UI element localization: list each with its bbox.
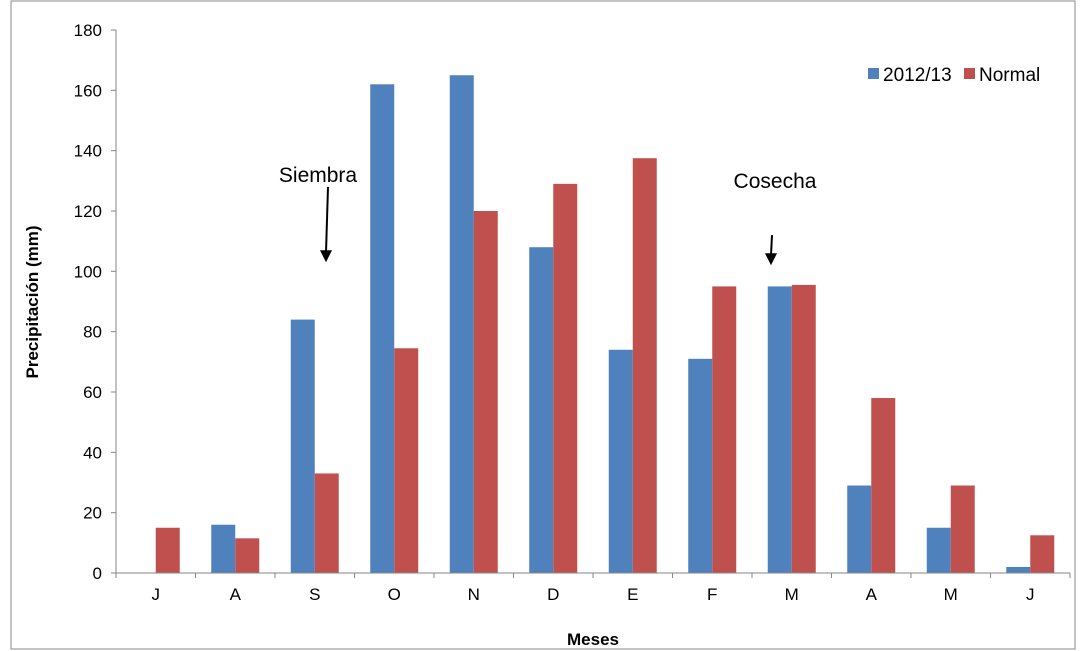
bar-series2 [712,286,737,573]
bar-series2 [632,158,657,574]
bar-series2 [871,398,896,573]
bar-series2 [553,183,578,573]
annotation-label: Cosecha [734,170,817,193]
y-tick-label: 60 [83,383,102,402]
annotation-label: Siembra [279,164,358,187]
bar-series1 [926,527,951,573]
bar-series1 [211,524,236,573]
bar-series2 [1030,535,1055,573]
annotations: Siembra Cosecha [279,164,817,266]
annotation-arrow-shaft [770,235,773,256]
bar-series2 [235,538,260,573]
bars-group [155,75,1055,574]
bar-series1 [847,485,872,573]
x-tick-label: A [230,585,242,604]
x-tick-label: D [547,585,559,604]
bar-series1 [1006,566,1031,573]
bar-series2 [950,485,975,573]
annotation-arrow-shaft [325,186,329,253]
x-tick-label: J [152,585,161,604]
legend-swatch [868,68,879,79]
legend-label: 2012/13 [883,65,952,86]
bar-series2 [394,348,419,573]
bar-series1 [688,358,713,573]
y-tick-label: 160 [74,81,102,100]
legend-label: Normal [979,65,1040,86]
bar-series1 [608,349,633,573]
x-tick-label: F [707,585,717,604]
x-tick-label: S [309,585,320,604]
y-tick-label: 140 [74,142,102,161]
legend: 2012/13 Normal [868,65,1040,86]
legend-swatch [964,68,975,79]
x-tick-label: M [944,585,958,604]
x-tick-label: O [388,585,401,604]
bar-series2 [473,211,498,573]
annotation-arrow-head [320,250,332,263]
y-axis: 0 20 40 60 80 100 120 140 160 180 [74,21,117,583]
bar-series2 [314,473,339,573]
bar-series1 [290,319,315,573]
annotation-arrow-head [765,253,777,266]
x-tick-label: M [785,585,799,604]
bar-series1 [370,84,395,574]
x-tick-label: J [1026,585,1035,604]
y-tick-label: 180 [74,21,102,40]
y-tick-label: 80 [83,323,102,342]
y-tick-label: 20 [83,504,102,523]
y-tick-label: 40 [83,443,102,462]
bar-series2 [155,527,180,573]
bar-series1 [529,247,554,573]
x-axis-title: Meses [567,630,619,649]
y-tick-label: 120 [74,202,102,221]
y-tick-label: 0 [93,564,102,583]
x-tick-label: E [627,585,638,604]
x-tick-label: N [468,585,480,604]
bar-series2 [791,284,816,573]
y-axis-title: Precipitación (mm) [23,225,42,378]
bar-series1 [767,286,792,573]
bar-series1 [449,75,474,573]
x-tick-label: A [866,585,878,604]
y-tick-label: 100 [74,262,102,281]
